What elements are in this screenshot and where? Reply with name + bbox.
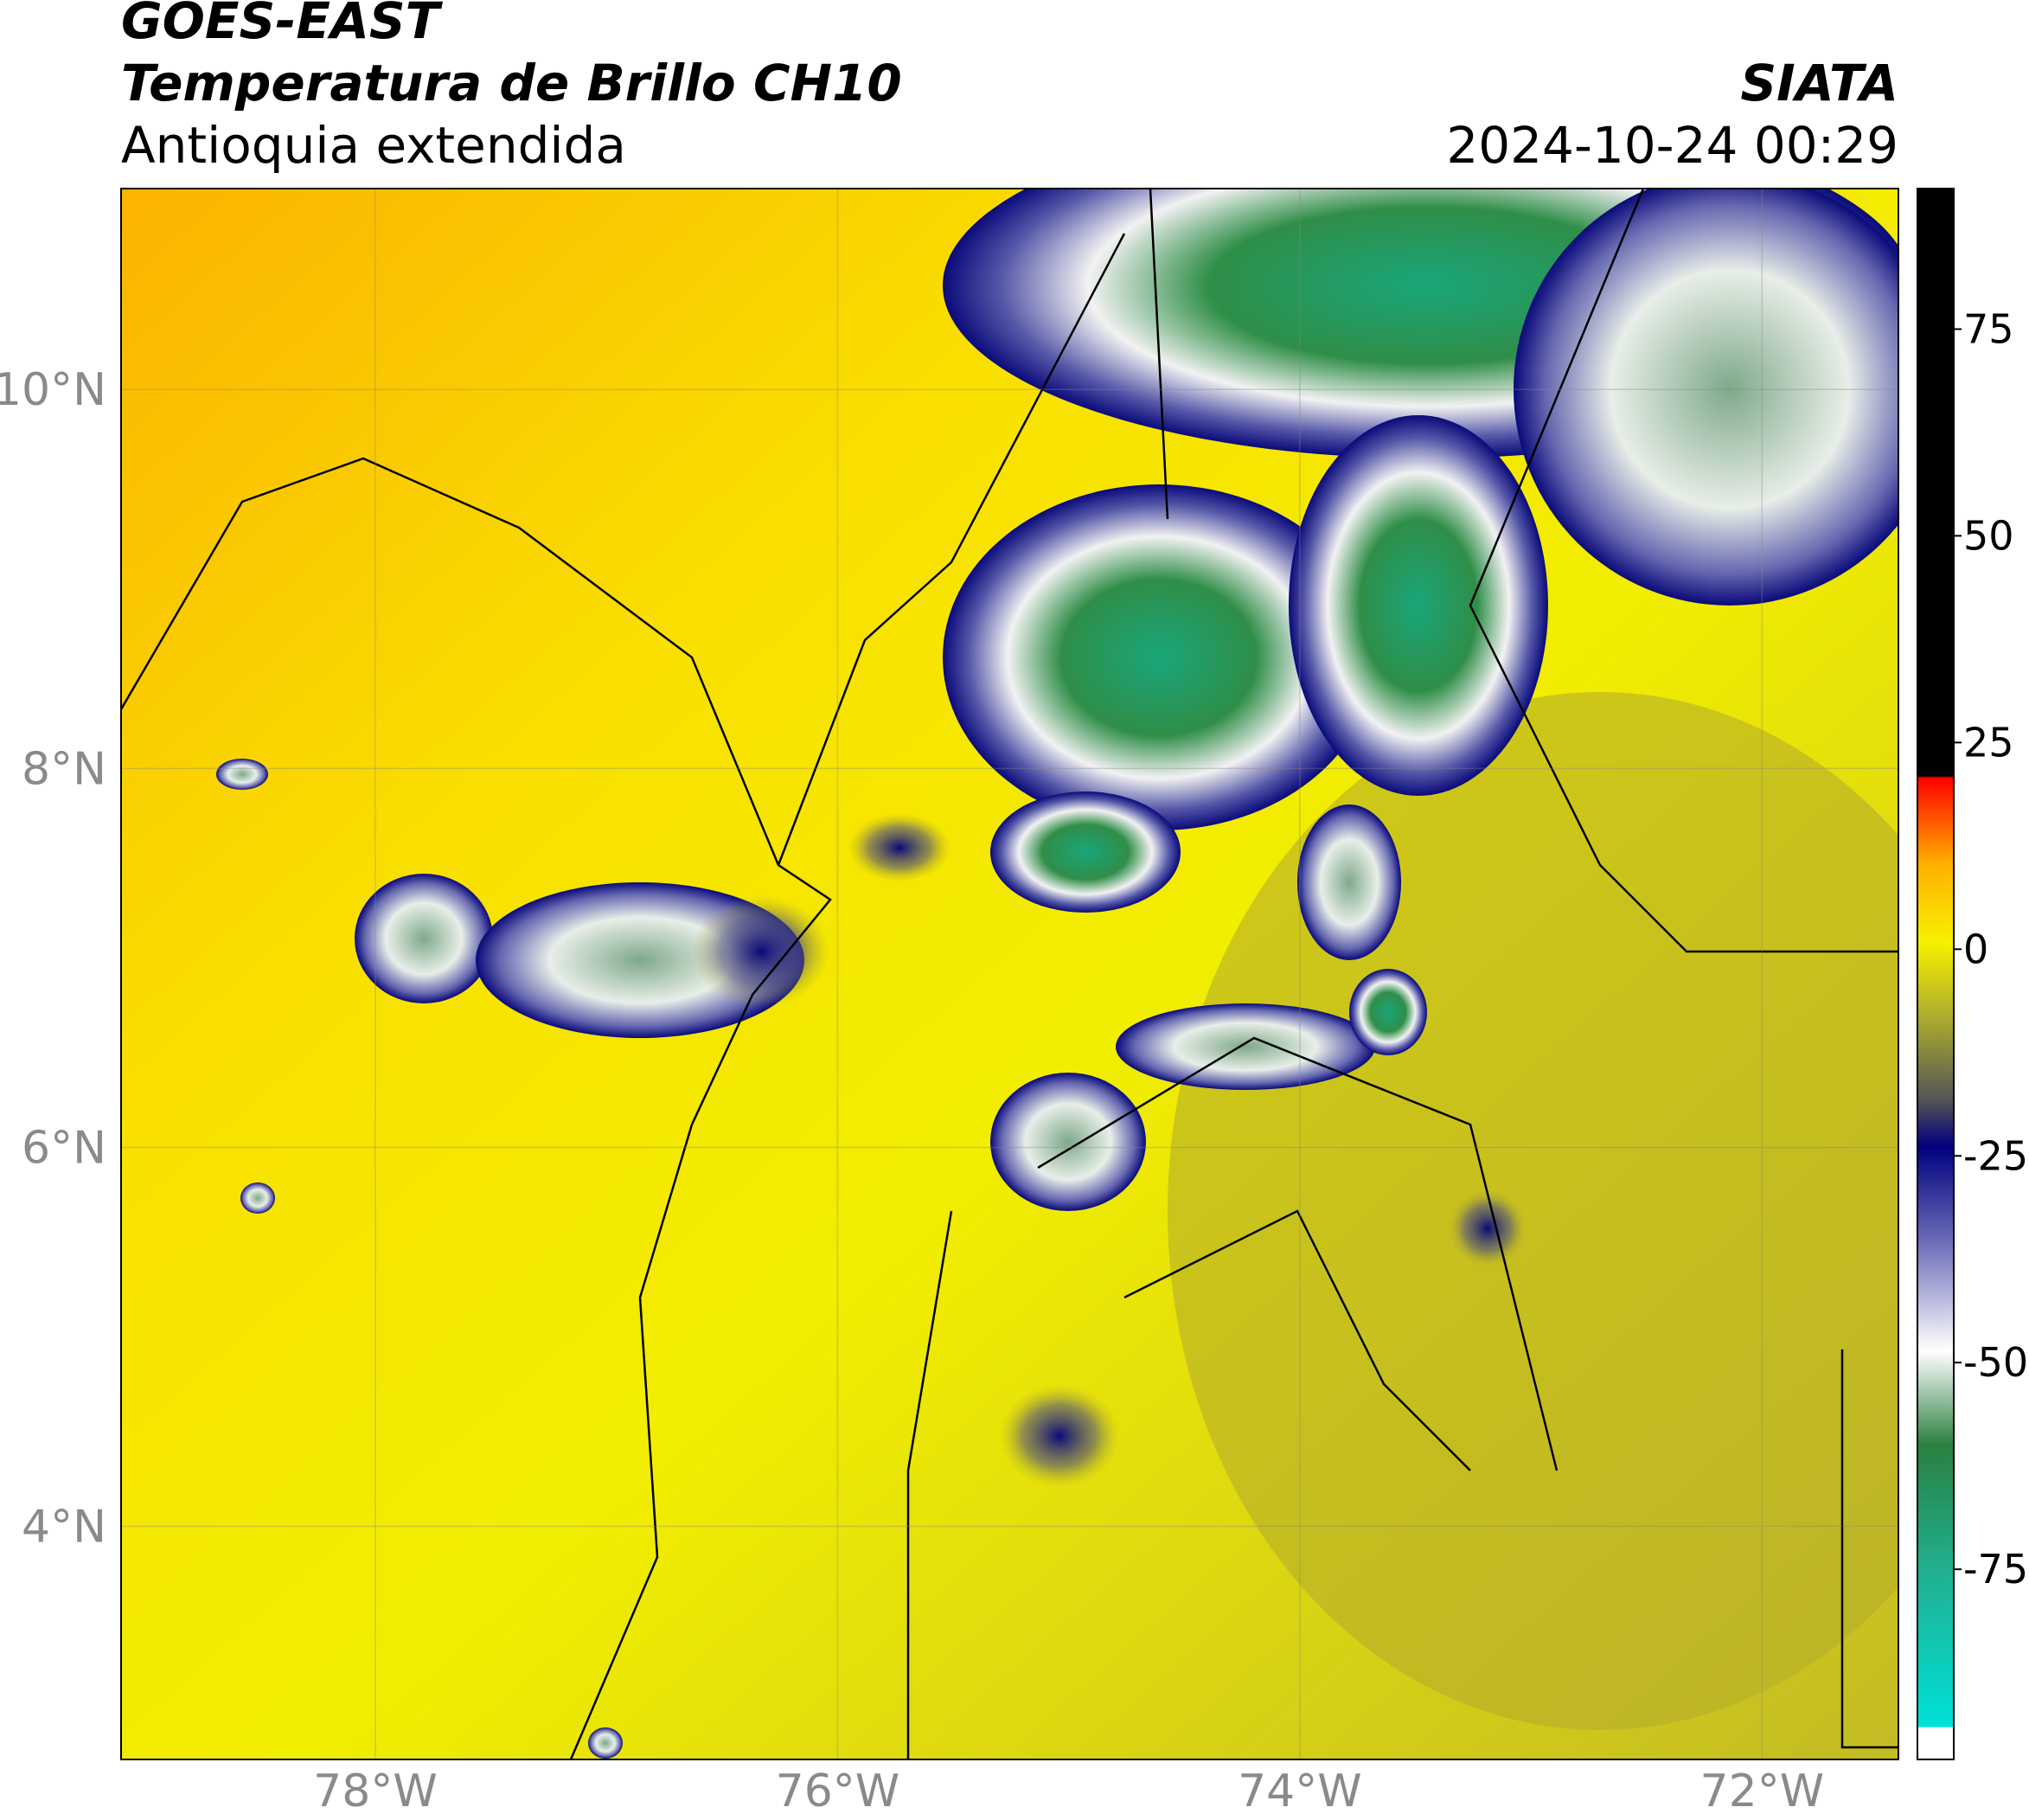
map-imagery xyxy=(121,189,1898,1759)
x-tick-label: 76°W xyxy=(776,1766,900,1817)
colorbar-tick-label: 0 xyxy=(1963,926,1988,972)
colorbar-tick-label: -75 xyxy=(1963,1546,2028,1592)
agency: SIATA xyxy=(1740,54,1898,112)
product: Temperatura de Brillo CH10 xyxy=(121,54,902,112)
datetime: 2024-10-24 00:29 xyxy=(1446,116,1898,175)
x-tick-label: 72°W xyxy=(1700,1766,1825,1817)
satellite: GOES-EAST xyxy=(121,0,444,50)
colorbar-tick-label: -25 xyxy=(1963,1132,2028,1179)
y-tick-label: 10°N xyxy=(0,364,106,416)
map-frame xyxy=(120,188,1899,1760)
colorbar xyxy=(1917,188,1955,1760)
colorbar-tick-label: 50 xyxy=(1963,512,2014,559)
grid xyxy=(121,189,1898,1759)
y-tick-label: 6°N xyxy=(22,1122,106,1174)
region: Antioquia extendida xyxy=(121,116,626,175)
y-tick-label: 4°N xyxy=(22,1502,106,1554)
colorbar-tick-label: -50 xyxy=(1963,1339,2028,1386)
y-tick-label: 8°N xyxy=(22,743,106,795)
x-tick-label: 78°W xyxy=(313,1766,438,1817)
colorbar-tick-label: 75 xyxy=(1963,305,2014,352)
colorbar-tick-label: 25 xyxy=(1963,719,2014,766)
x-tick-label: 74°W xyxy=(1238,1766,1362,1817)
